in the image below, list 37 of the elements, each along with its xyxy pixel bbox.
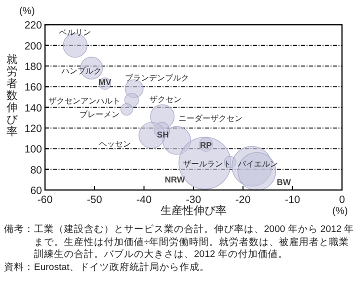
annotation: BW bbox=[276, 176, 292, 187]
x-tick-label: -40 bbox=[136, 194, 152, 206]
x-tick-label: -10 bbox=[284, 194, 300, 206]
y-tick-label: 120 bbox=[24, 123, 42, 136]
y-tick-label: 140 bbox=[24, 102, 42, 114]
annotation: ザクセンアンハルト bbox=[48, 96, 121, 106]
x-tick-label: -60 bbox=[37, 194, 53, 206]
annotation: ブランデンブルク bbox=[125, 73, 190, 82]
x-tick-label: -30 bbox=[186, 194, 202, 206]
annotation: MV bbox=[98, 77, 112, 88]
x-tick-label: -20 bbox=[235, 194, 251, 206]
annotation: ブレーメン bbox=[80, 110, 120, 119]
annotation: ベルリン bbox=[59, 28, 92, 37]
annotation: ヘッセン bbox=[98, 140, 131, 149]
y-tick-label: 160 bbox=[24, 82, 42, 94]
y-axis-title: 就労者数伸び率 bbox=[6, 53, 18, 138]
y-tick-label: 80 bbox=[30, 164, 42, 176]
annotation: ザールラント bbox=[183, 160, 232, 169]
annotation: RP bbox=[200, 140, 212, 150]
y-tick-label: 220 bbox=[24, 20, 42, 32]
x-tick-label: -50 bbox=[86, 194, 102, 206]
y-tick-label: 200 bbox=[24, 40, 42, 52]
x-axis-title: 生産性伸び率 bbox=[160, 204, 226, 217]
annotation: SH bbox=[156, 130, 169, 140]
y-tick-label: 60 bbox=[30, 185, 42, 197]
annotation: バイエルン bbox=[236, 160, 278, 169]
x-tick-label: 0 bbox=[339, 194, 346, 206]
y-tick-label: 100 bbox=[24, 144, 42, 156]
text: 備考：工業（建設含む）とサービス業の合計。伸び率は、2000 年から 2012 年まで。生産性は付加価値÷年間労働時間。就労者数は、被雇用者と職業訓練生の合計。バブルの大きさは、2012 年の付加価値。 bbox=[4, 224, 356, 262]
text: (%) bbox=[19, 6, 35, 17]
annotation: ハンブルク bbox=[60, 66, 102, 76]
annotation: NRW bbox=[164, 174, 186, 185]
y-tick-label: 180 bbox=[24, 61, 42, 74]
annotation: ザクセン bbox=[149, 95, 182, 104]
annotation: ニーダーザクセン bbox=[178, 114, 243, 123]
text: (%) bbox=[332, 206, 348, 217]
text: 資料：Eurostat、ドイツ政府統計局から作成。 bbox=[4, 262, 210, 274]
